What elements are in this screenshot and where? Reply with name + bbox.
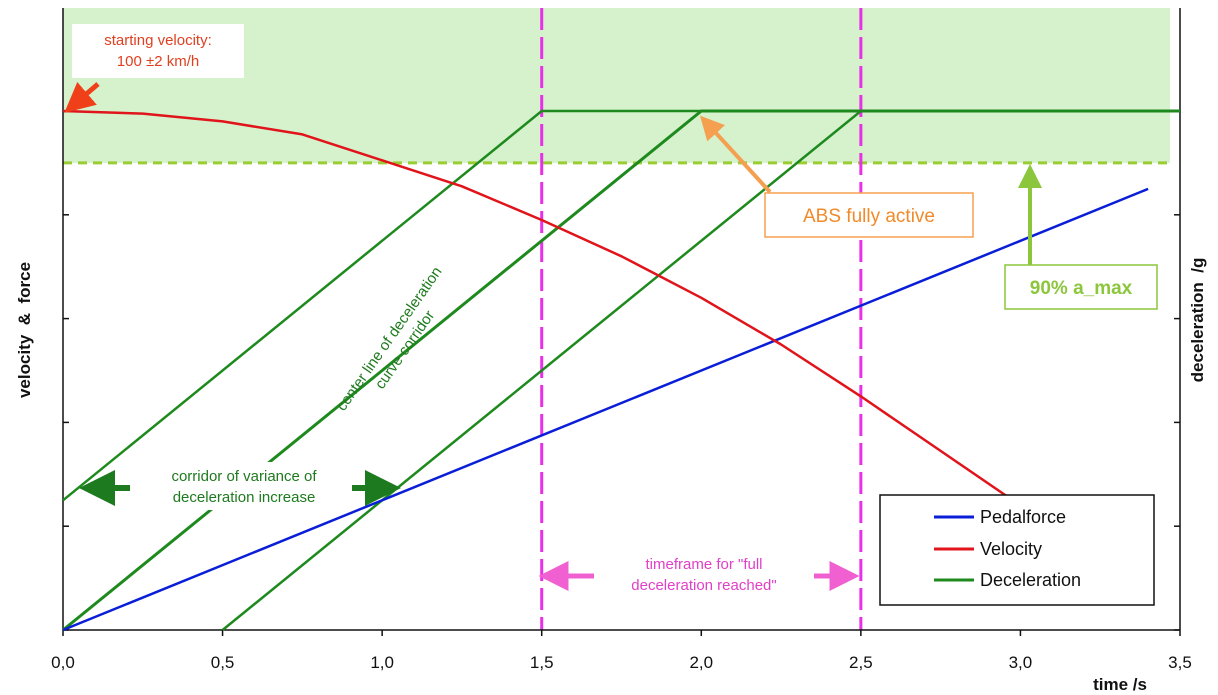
x-tick-label-6: 3,0 — [1009, 653, 1033, 672]
x-axis-title: time /s — [1093, 675, 1147, 694]
legend-item-velocity: Velocity — [934, 539, 1042, 559]
legend-label-velocity: Velocity — [980, 539, 1042, 559]
starting-velocity-annotation: starting velocity: 100 ±2 km/h — [64, 24, 244, 113]
series-line-velocity — [62, 109, 1053, 528]
x-tick-label-1: 0,5 — [211, 653, 235, 672]
starting-velocity-line1: starting velocity: — [104, 32, 212, 49]
abs-band — [63, 8, 1170, 163]
legend-label-pedalforce: Pedalforce — [980, 507, 1066, 527]
abs-label: ABS fully active — [803, 206, 935, 227]
abs-arrow — [699, 115, 772, 194]
x-tick-label-2: 1,0 — [370, 653, 394, 672]
corridor-label1: corridor of variance of — [171, 468, 317, 485]
legend-item-deceleration: Deceleration — [934, 570, 1081, 590]
x-tick-label-7: 3,5 — [1168, 653, 1192, 672]
amax-label: 90% a_max — [1030, 278, 1133, 299]
series-line-pedalforce — [62, 187, 1149, 632]
series-line-deceleration-corridor-4 — [221, 109, 1180, 631]
center-line-annotation: center line of deceleration curve corrid… — [333, 264, 445, 414]
timeframe-label1: timeframe for "full — [645, 556, 762, 573]
x-tick-label-0: 0,0 — [51, 653, 75, 672]
corridor-annotation: corridor of variance of deceleration inc… — [79, 462, 401, 510]
center-line-label1: center line of deceleration — [333, 264, 445, 414]
corridor-label2: deceleration increase — [173, 489, 316, 506]
starting-velocity-line2: 100 ±2 km/h — [117, 53, 199, 70]
y-axis-title-left: velocity & force — [15, 262, 34, 398]
timeframe-label2: deceleration reached" — [631, 577, 776, 594]
legend: Pedalforce Velocity Deceleration — [879, 494, 1155, 606]
timeframe-annotation: timeframe for "full deceleration reached… — [538, 550, 860, 598]
x-tick-label-3: 1,5 — [530, 653, 554, 672]
starting-velocity-arrow — [64, 81, 100, 113]
legend-item-pedalforce: Pedalforce — [934, 507, 1066, 527]
abs-annotation: ABS fully active — [699, 115, 974, 238]
amax-annotation: 90% a_max — [1004, 164, 1158, 310]
x-tick-label-5: 2,5 — [849, 653, 873, 672]
x-tick-label-4: 2,0 — [689, 653, 713, 672]
legend-label-deceleration: Deceleration — [980, 570, 1081, 590]
y-axis-title-right: deceleration /g — [1188, 258, 1207, 383]
